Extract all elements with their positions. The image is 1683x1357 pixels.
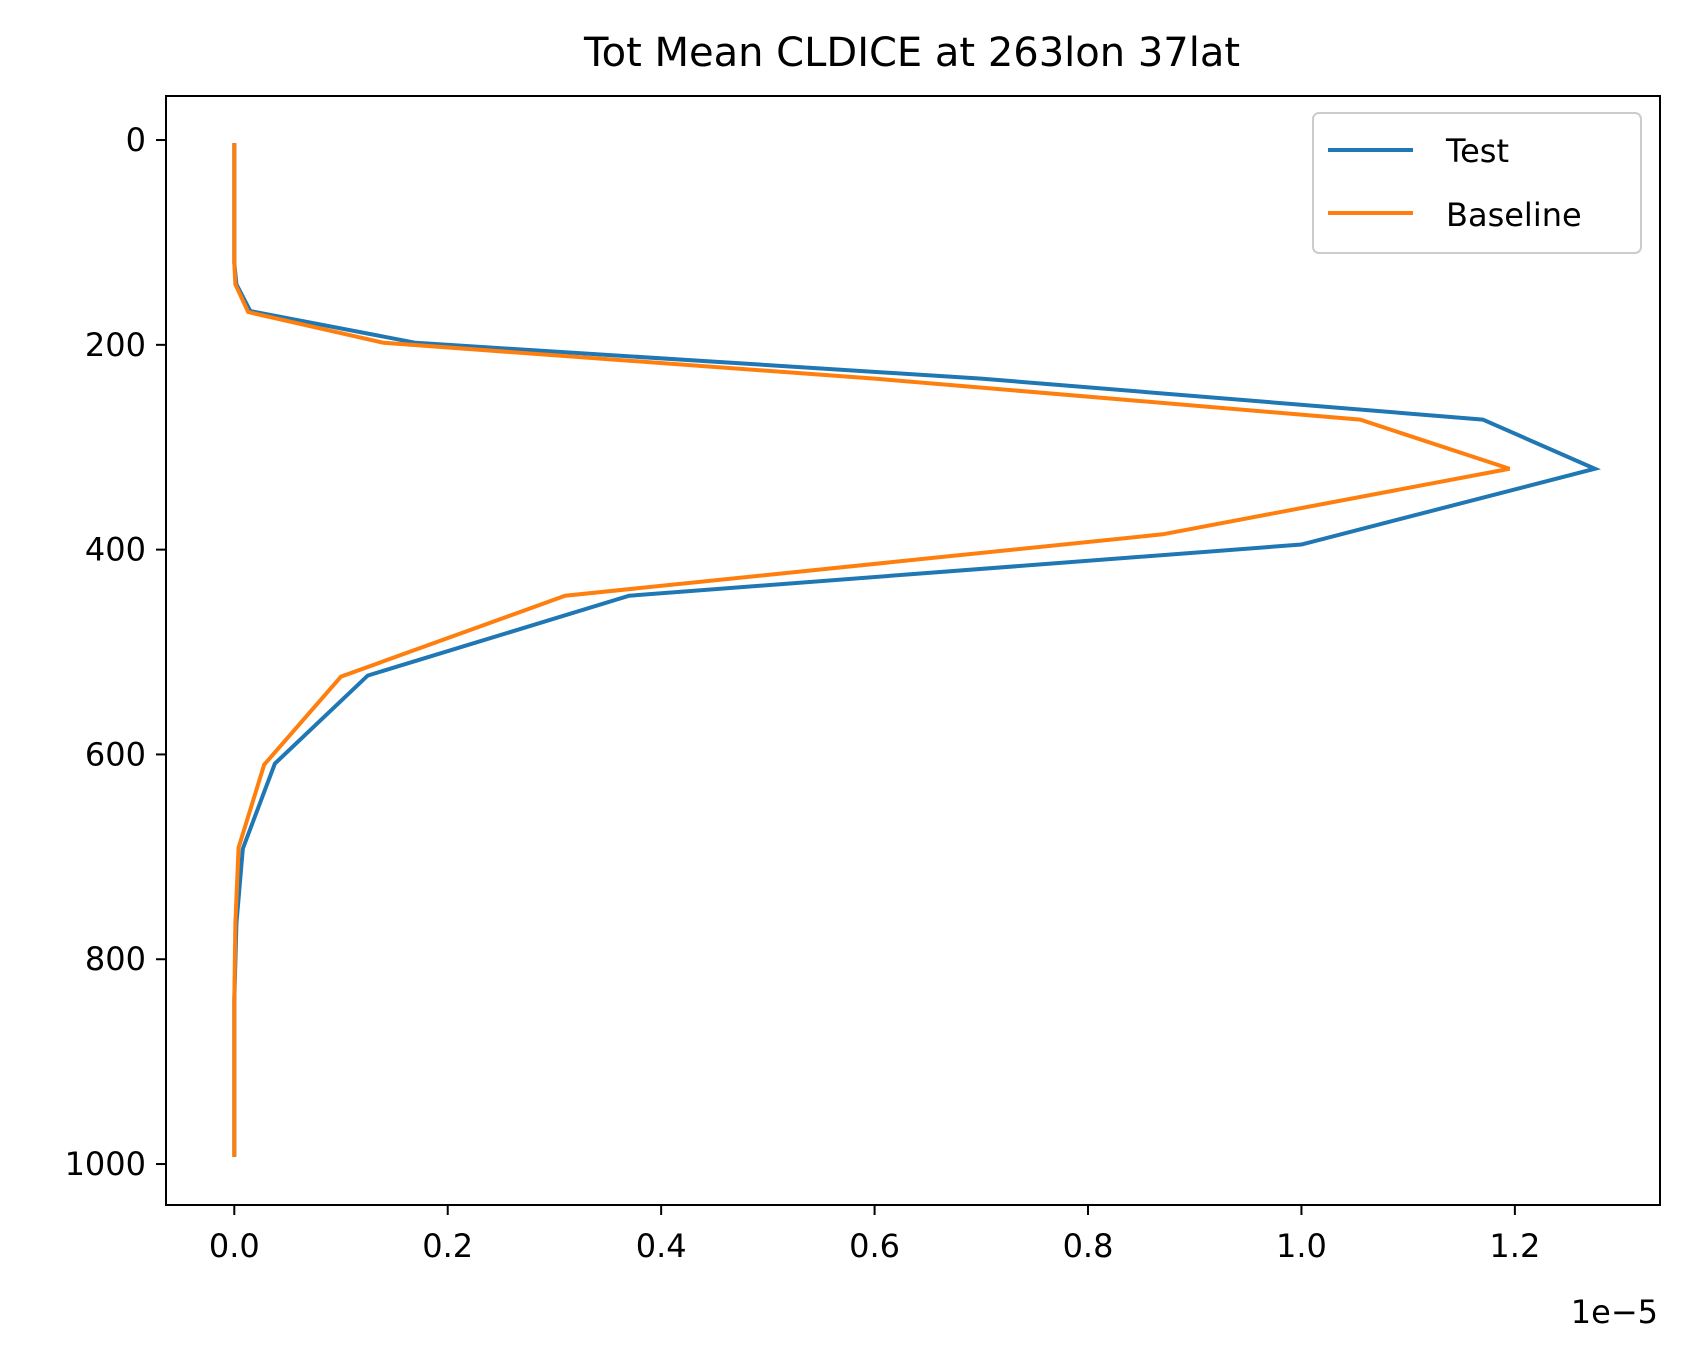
legend-label-test: Test bbox=[1445, 132, 1509, 170]
x-axis: 0.0 0.2 0.4 0.6 0.8 1.0 1.2 bbox=[209, 1205, 1540, 1265]
x-offset-label: 1e−5 bbox=[1571, 1293, 1658, 1331]
y-tick-label: 800 bbox=[85, 940, 146, 978]
series-line-baseline bbox=[232, 143, 1511, 1157]
chart-title: Tot Mean CLDICE at 263lon 37lat bbox=[583, 30, 1240, 76]
y-tick-label: 1000 bbox=[65, 1145, 146, 1183]
y-tick-label: 600 bbox=[85, 735, 146, 773]
x-tick-label: 1.2 bbox=[1489, 1227, 1540, 1265]
plot-frame bbox=[165, 95, 1661, 1206]
x-tick-label: 0.4 bbox=[636, 1227, 687, 1265]
series-layer bbox=[232, 143, 1601, 1157]
x-tick-label: 0.8 bbox=[1063, 1227, 1114, 1265]
plot-area bbox=[166, 96, 1660, 1205]
y-tick-label: 0 bbox=[126, 121, 146, 159]
y-axis: 0 200 400 600 800 1000 bbox=[65, 121, 166, 1183]
y-tick-label: 400 bbox=[85, 531, 146, 569]
legend: Test Baseline bbox=[1312, 112, 1642, 254]
legend-label-baseline: Baseline bbox=[1446, 196, 1582, 234]
x-tick-label: 0.0 bbox=[209, 1227, 260, 1265]
x-tick-label: 1.0 bbox=[1276, 1227, 1327, 1265]
y-tick-label: 200 bbox=[85, 326, 146, 364]
x-tick-label: 0.2 bbox=[422, 1227, 473, 1265]
x-tick-label: 0.6 bbox=[849, 1227, 900, 1265]
